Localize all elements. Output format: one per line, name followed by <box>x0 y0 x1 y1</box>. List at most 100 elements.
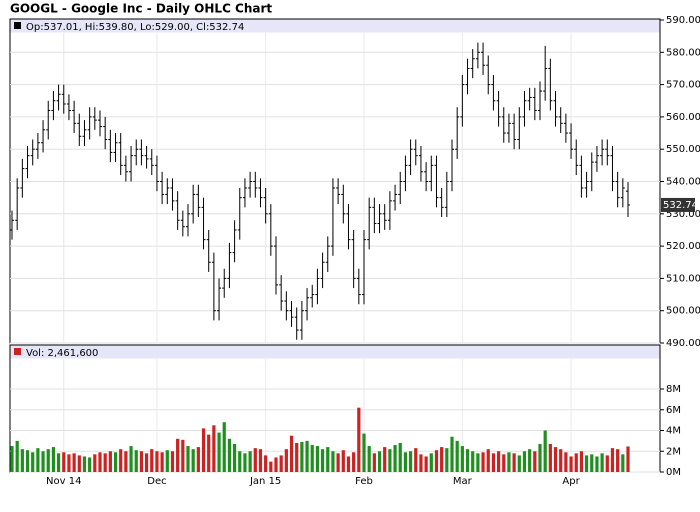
volume-bar <box>31 452 35 472</box>
volume-bar <box>465 449 470 472</box>
x-tick-label: Apr <box>562 476 580 487</box>
volume-bar <box>512 453 516 472</box>
volume-bar <box>481 452 485 472</box>
y2-tick-label: 8M <box>666 384 681 395</box>
volume-bar <box>496 451 501 472</box>
y2-tick-label: 2M <box>666 446 681 457</box>
volume-bar <box>590 454 594 472</box>
volume-bar <box>403 452 408 472</box>
volume-bar <box>269 461 273 472</box>
volume-bar <box>201 428 206 472</box>
chart-title: GOOGL - Google Inc - Daily OHLC Chart <box>10 2 272 16</box>
volume-bar <box>46 449 50 472</box>
volume-bar <box>414 448 418 472</box>
y-tick-label: 590.00 <box>666 15 700 26</box>
volume-bar <box>88 457 92 472</box>
volume-bar <box>253 448 257 472</box>
volume-label: Vol: 2,461,600 <box>26 348 98 359</box>
volume-bar <box>626 446 630 472</box>
volume-bar <box>82 456 87 472</box>
y-tick-label: 540.00 <box>666 177 700 188</box>
volume-bar <box>274 457 278 472</box>
volume-bar <box>559 449 563 472</box>
volume-bar <box>279 455 283 472</box>
volume-bar <box>212 425 216 472</box>
volume-bar <box>181 439 185 472</box>
volume-bar <box>533 451 537 472</box>
volume-bar <box>429 453 433 472</box>
volume-bar <box>362 433 366 472</box>
volume-bar <box>352 452 356 472</box>
volume-bar <box>248 451 252 472</box>
volume-bar <box>346 456 351 472</box>
volume-bar <box>238 451 242 472</box>
volume-bar <box>616 449 620 472</box>
volume-bar <box>113 452 118 472</box>
x-tick-label: Jan 15 <box>249 476 281 487</box>
volume-bar <box>372 453 376 472</box>
y-tick-label: 500.00 <box>666 306 700 317</box>
legend-swatch <box>14 22 21 29</box>
volume-bar <box>56 453 61 472</box>
volume-bar <box>424 456 428 472</box>
volume-bar <box>310 445 314 472</box>
volume-bar <box>103 453 107 472</box>
volume-bar <box>476 453 480 472</box>
volume-bar <box>460 446 464 472</box>
volume-header <box>10 345 660 359</box>
volume-bar <box>455 440 459 472</box>
y2-tick-label: 0M <box>666 467 681 478</box>
volume-bar <box>538 443 542 472</box>
volume-bar <box>41 451 45 472</box>
volume-bar <box>341 450 345 472</box>
volume-bar <box>295 442 299 472</box>
volume-bar <box>595 456 599 472</box>
volume-bar <box>621 454 625 472</box>
volume-bar <box>440 447 444 472</box>
volume-bar <box>155 451 159 472</box>
volume-bar <box>119 449 123 472</box>
volume-bar <box>144 453 149 472</box>
volume-bar <box>393 445 397 472</box>
volume-bar <box>15 440 19 472</box>
volume-bar <box>486 449 490 472</box>
volume-bar <box>357 407 361 472</box>
volume-bar <box>569 456 573 472</box>
volume-bar <box>377 451 382 472</box>
volume-bar <box>20 449 24 472</box>
volume-bar <box>196 447 200 472</box>
volume-bar <box>600 453 604 472</box>
volume-bar <box>139 451 144 472</box>
volume-bar <box>383 447 387 472</box>
volume-bar <box>124 451 128 472</box>
y-tick-label: 510.00 <box>666 273 700 284</box>
volume-bar <box>564 452 568 472</box>
x-tick-label: Dec <box>147 476 166 487</box>
legend-swatch <box>14 348 21 355</box>
volume-bar <box>579 451 584 472</box>
volume-bar <box>232 443 237 472</box>
y-tick-label: 580.00 <box>666 47 700 58</box>
volume-bar <box>305 440 309 472</box>
price-flag <box>661 197 695 212</box>
volume-bar <box>150 449 154 472</box>
volume-bar <box>165 450 169 472</box>
volume-bar <box>517 455 521 472</box>
volume-bar <box>398 442 402 472</box>
volume-bar <box>528 449 532 472</box>
volume-bar <box>367 446 371 472</box>
x-tick-label: Nov 14 <box>46 476 81 487</box>
volume-bar <box>507 452 511 472</box>
volume-bar <box>408 451 413 472</box>
volume-bar <box>264 455 268 472</box>
y-tick-label: 560.00 <box>666 112 700 123</box>
volume-bar <box>584 455 589 472</box>
y-tick-label: 570.00 <box>666 80 700 91</box>
volume-bar <box>388 449 392 472</box>
volume-bar <box>605 455 609 472</box>
volume-bar <box>315 446 320 472</box>
volume-bar <box>553 447 558 472</box>
y2-tick-label: 6M <box>666 405 681 416</box>
volume-bar <box>331 451 335 472</box>
volume-bar <box>36 448 40 472</box>
